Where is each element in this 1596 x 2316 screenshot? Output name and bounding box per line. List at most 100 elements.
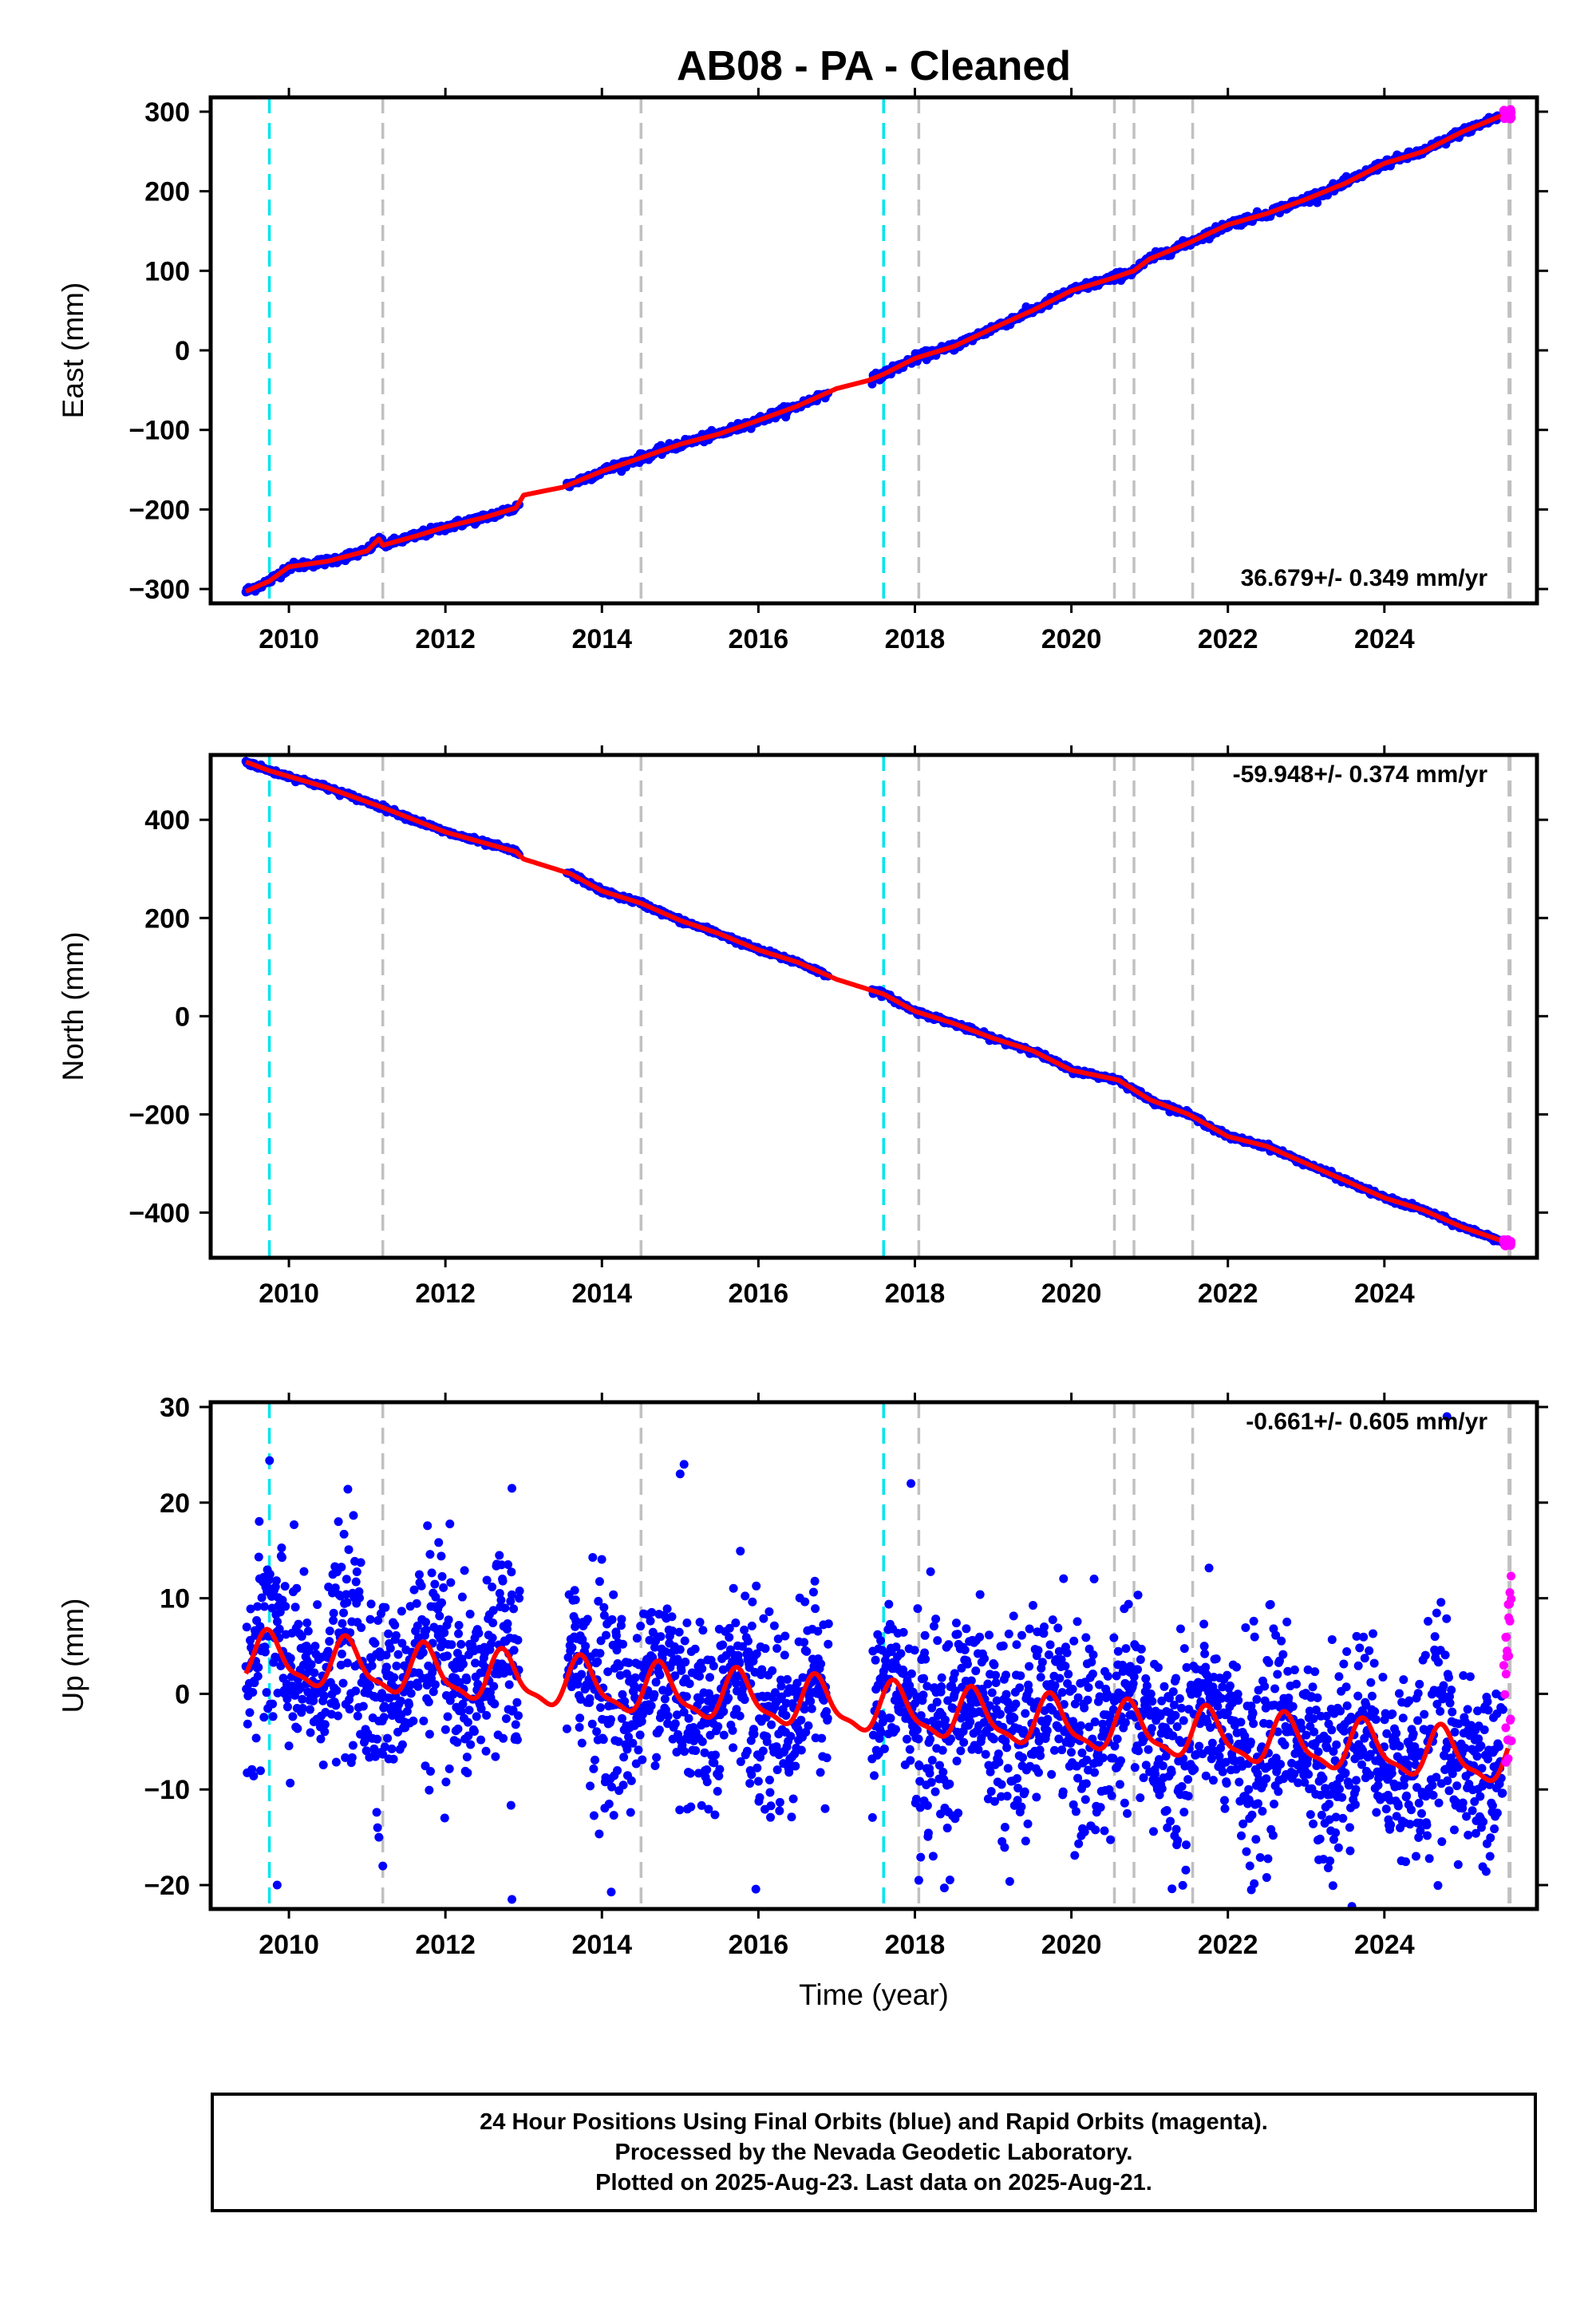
final-orbit-point [986, 1787, 996, 1796]
final-orbit-points [241, 1412, 1507, 1909]
final-orbit-point [509, 1646, 519, 1655]
final-orbit-point [284, 1741, 294, 1751]
final-orbit-point [916, 1852, 926, 1862]
final-orbit-point [1043, 1714, 1053, 1724]
final-orbit-point [1332, 1740, 1341, 1749]
final-orbit-point [1292, 1679, 1302, 1689]
final-orbit-point [918, 1690, 928, 1700]
final-orbit-point [430, 1579, 440, 1589]
final-orbit-point [1245, 1861, 1254, 1871]
final-orbit-point [1199, 1642, 1209, 1651]
final-orbit-point [593, 1657, 602, 1666]
final-orbit-point [806, 1697, 816, 1706]
final-orbit-point [577, 1738, 587, 1748]
final-orbit-point [1277, 1636, 1286, 1646]
final-orbit-point [286, 1778, 295, 1788]
final-orbit-point [702, 1777, 712, 1787]
final-orbit-point [1278, 1650, 1288, 1659]
panels: 2010 2012 2014 2016 2018 2020 2022 2024−300−200… [57, 88, 1548, 1960]
final-orbit-point [515, 1587, 524, 1596]
final-orbit-point [628, 1738, 638, 1748]
final-orbit-point [347, 1753, 357, 1762]
final-orbit-point [1016, 1671, 1025, 1681]
final-orbit-point [1220, 1804, 1230, 1813]
final-orbit-point [905, 1745, 915, 1754]
final-orbit-point [288, 1712, 298, 1721]
final-orbit-point [1083, 1695, 1092, 1705]
final-orbit-point [709, 1661, 718, 1670]
final-orbit-point [1179, 1808, 1189, 1817]
final-orbit-point [618, 1780, 628, 1790]
final-orbit-point [254, 1552, 263, 1562]
final-orbit-point [318, 1761, 328, 1770]
final-orbit-point [581, 1642, 591, 1651]
final-orbit-point [596, 1703, 606, 1713]
rate-annotation: 36.679+/- 0.349 mm/yr [1241, 565, 1488, 591]
final-orbit-point [626, 1808, 635, 1817]
final-orbit-point [443, 1712, 452, 1721]
final-orbit-point [823, 1713, 832, 1723]
final-orbit-point [440, 1813, 449, 1823]
final-orbit-point [1242, 1847, 1251, 1856]
final-orbit-point [306, 1728, 315, 1737]
final-orbit-point [437, 1551, 446, 1561]
final-orbit-point [1266, 1599, 1275, 1609]
final-orbit-point [991, 1678, 1001, 1687]
x-tick-label: 2012 [415, 624, 476, 654]
final-orbit-point [1306, 1810, 1315, 1820]
final-orbit-point [1268, 1831, 1278, 1840]
final-orbit-point [1177, 1781, 1187, 1791]
final-orbit-point [769, 1621, 779, 1630]
final-orbit-point [1037, 1658, 1047, 1667]
final-orbit-point [1017, 1630, 1026, 1640]
final-orbit-point [1273, 1670, 1282, 1679]
final-orbit-point [751, 1884, 760, 1894]
final-orbit-point [942, 1824, 952, 1833]
final-orbit-point [1179, 1644, 1189, 1654]
final-orbit-point [352, 1567, 361, 1576]
final-orbit-point [282, 1694, 292, 1704]
final-orbit-point [412, 1599, 421, 1608]
final-orbit-point [286, 1654, 295, 1663]
final-orbit-point [1213, 1701, 1223, 1711]
final-orbit-point [1249, 1719, 1258, 1729]
final-orbit-point [923, 1828, 933, 1838]
final-orbit-point [385, 1643, 395, 1653]
final-orbit-point [1246, 1737, 1255, 1747]
final-orbit-point [456, 1639, 466, 1649]
final-orbit-point [753, 1777, 763, 1786]
final-orbit-point [356, 1558, 365, 1567]
final-orbit-point [1081, 1633, 1091, 1642]
final-orbit-point [907, 1669, 916, 1678]
final-orbit-point [1009, 1611, 1018, 1621]
final-orbit-point [439, 1583, 448, 1592]
final-orbit-point [373, 1734, 382, 1744]
final-orbit-point [747, 1770, 757, 1780]
final-orbit-point [599, 1603, 609, 1612]
final-orbit-point [1047, 1769, 1057, 1779]
final-orbit-point [776, 1682, 786, 1691]
final-orbit-point [742, 1746, 752, 1756]
final-orbit-point [933, 1636, 942, 1646]
figure-title: AB08 - PA - Cleaned [677, 43, 1071, 89]
final-orbit-point [729, 1583, 738, 1593]
final-orbit-point [1100, 1826, 1109, 1836]
final-orbit-point [589, 1764, 598, 1773]
final-orbit-point [609, 1590, 618, 1599]
final-orbit-point [472, 1712, 481, 1721]
final-orbit-point [1219, 1796, 1229, 1805]
final-orbit-point [697, 1664, 707, 1674]
final-orbit-point [766, 1812, 776, 1822]
final-orbit-point [775, 1806, 784, 1816]
final-orbit-point [602, 1630, 611, 1640]
final-orbit-point [488, 1583, 497, 1592]
final-orbit-point [351, 1577, 361, 1587]
x-tick-label: 2014 [571, 1279, 632, 1309]
final-orbit-point [1183, 1792, 1193, 1801]
final-orbit-point [453, 1724, 463, 1733]
final-orbit-point [906, 1756, 915, 1765]
final-orbit-point [886, 1713, 895, 1723]
final-orbit-point [975, 1590, 985, 1599]
panel-east: 2010 2012 2014 2016 2018 2020 2022 2024−300−200… [57, 88, 1548, 654]
